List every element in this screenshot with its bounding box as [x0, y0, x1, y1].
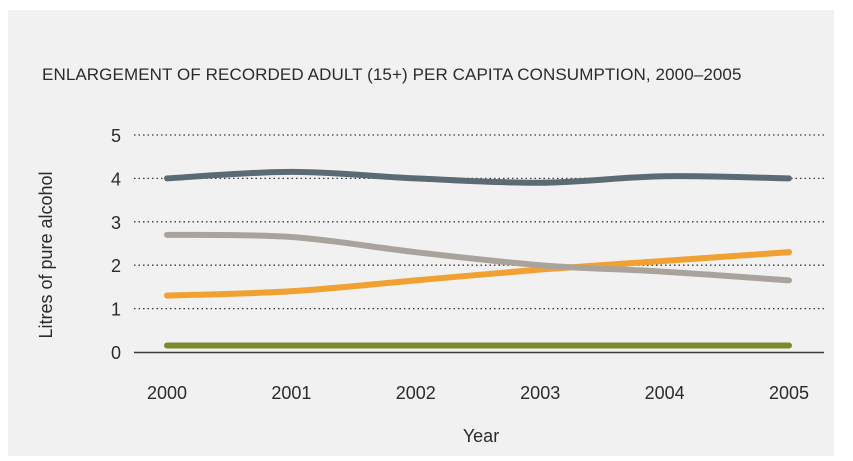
series-lines [164, 168, 792, 349]
x-tick-label: 2005 [769, 383, 809, 403]
y-tick-label: 0 [111, 343, 121, 363]
grid-lines [134, 134, 824, 354]
x-tick-labels: 2000 2001 2002 2003 2004 2005 [147, 383, 809, 403]
x-tick-label: 2004 [645, 383, 685, 403]
x-axis-label: Year [463, 426, 499, 446]
series-line-1 [164, 168, 792, 186]
y-axis-label: Litres of pure alcohol [36, 171, 56, 338]
series-line-2 [164, 231, 792, 284]
x-tick-label: 2001 [271, 383, 311, 403]
y-tick-label: 1 [111, 300, 121, 320]
x-tick-label: 2002 [396, 383, 436, 403]
y-tick-label: 3 [111, 213, 121, 233]
series-line-3 [164, 249, 792, 299]
y-tick-label: 2 [111, 256, 121, 276]
line-chart: ENLARGEMENT OF RECORDED ADULT (15+) PER … [36, 65, 824, 446]
y-tick-labels: 0 1 2 3 4 5 [111, 126, 121, 363]
chart-title: ENLARGEMENT OF RECORDED ADULT (15+) PER … [42, 65, 742, 84]
chart-panel: ENLARGEMENT OF RECORDED ADULT (15+) PER … [8, 10, 834, 456]
x-tick-label: 2000 [147, 383, 187, 403]
y-tick-label: 5 [111, 126, 121, 146]
y-tick-label: 4 [111, 169, 121, 189]
x-tick-label: 2003 [520, 383, 560, 403]
